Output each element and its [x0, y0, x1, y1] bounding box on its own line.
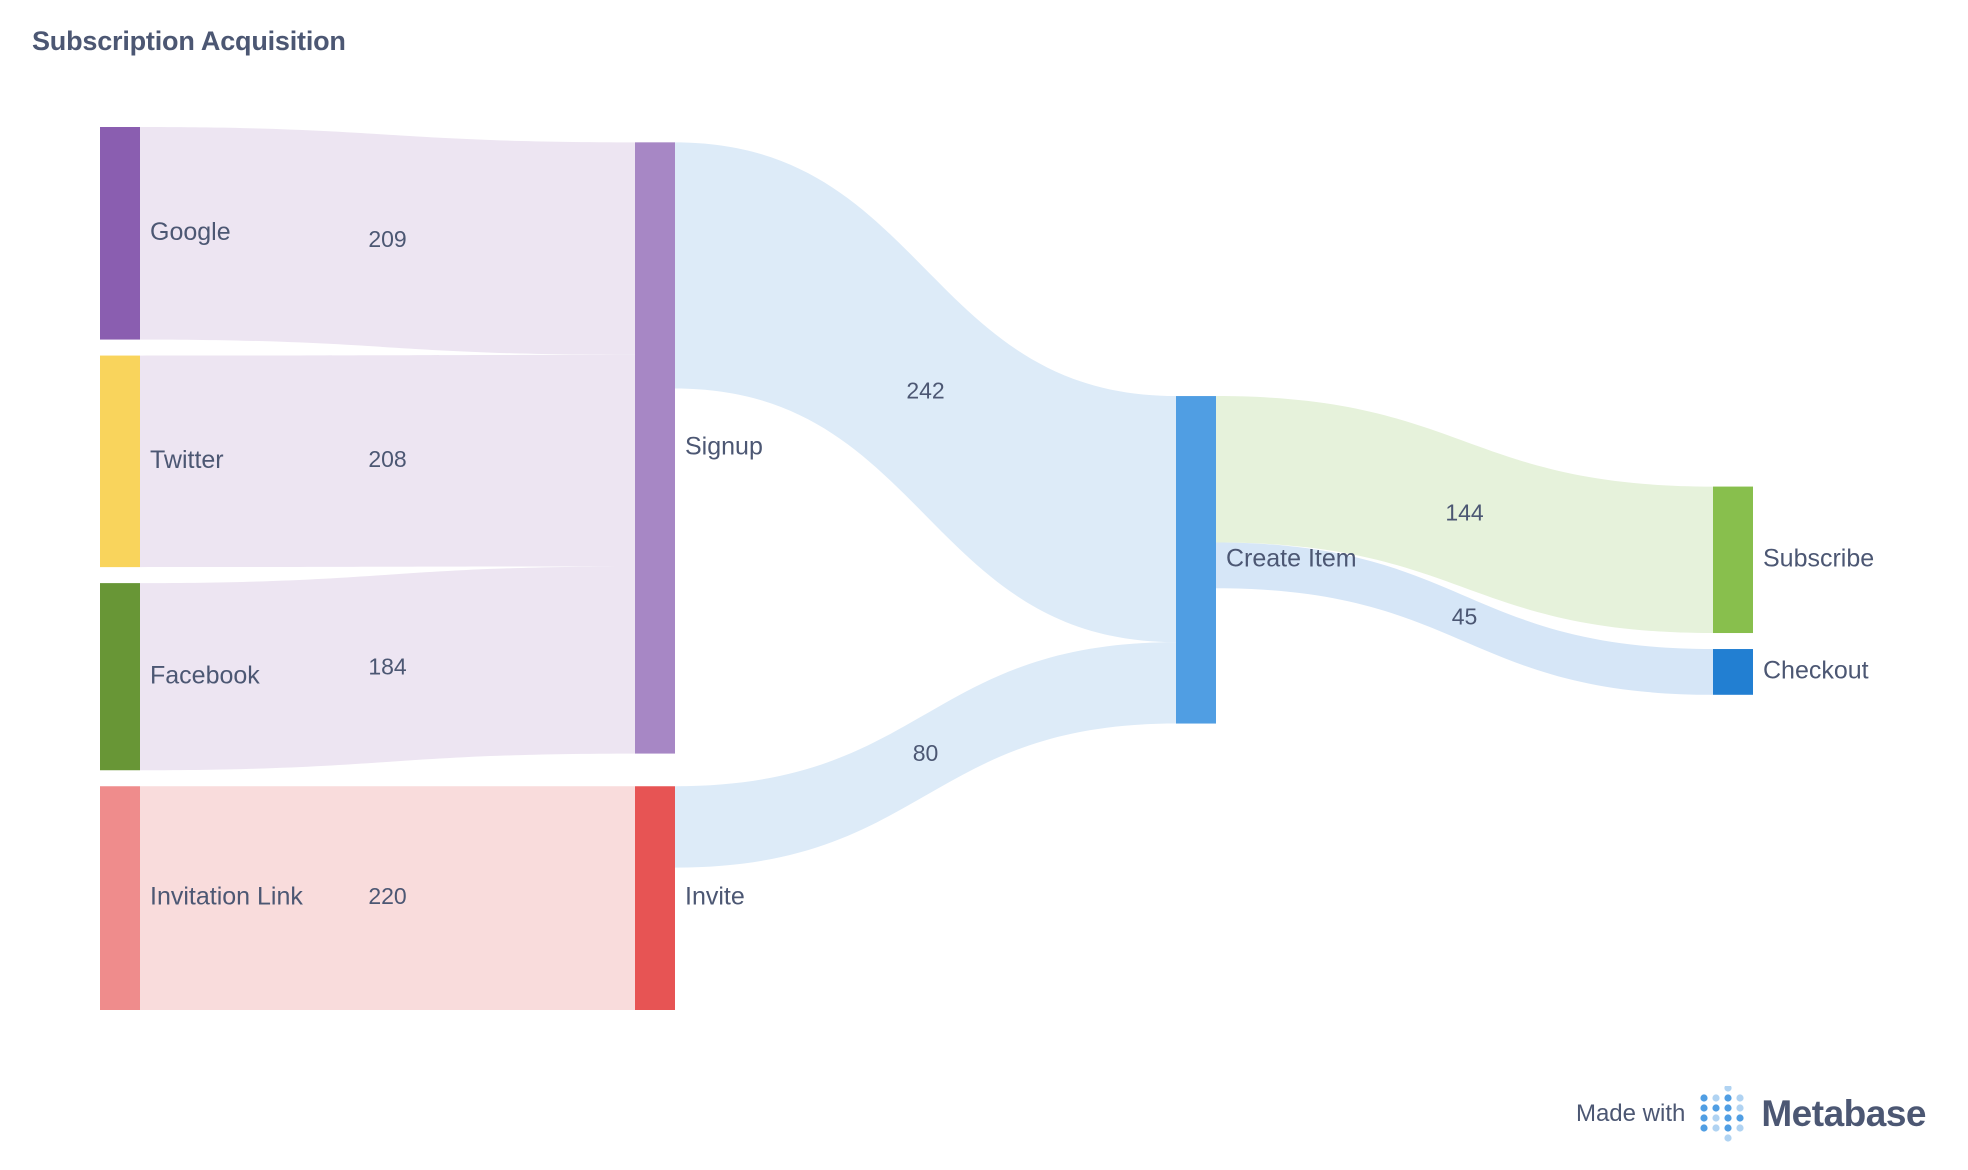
- node-label-checkout: Checkout: [1763, 657, 1869, 685]
- link-value-twitter-to-signup: 208: [368, 446, 406, 472]
- link-create-to-checkout[interactable]: [1216, 542, 1713, 695]
- node-google[interactable]: [100, 127, 140, 340]
- link-value-create-to-checkout: 45: [1452, 604, 1478, 630]
- link-value-invite-to-create: 80: [913, 740, 939, 766]
- link-create-to-subscribe[interactable]: [1216, 396, 1713, 634]
- sankey-link-labels: 209 208 184 220 242 80 144 45: [368, 226, 1484, 909]
- node-invite[interactable]: [635, 786, 675, 1010]
- node-label-invite: Invite: [685, 883, 745, 911]
- link-twitter-to-signup[interactable]: [140, 354, 635, 568]
- node-checkout[interactable]: [1713, 649, 1753, 695]
- node-create[interactable]: [1176, 396, 1216, 724]
- sankey-links: [140, 127, 1713, 1010]
- node-label-create: Create Item: [1226, 544, 1357, 572]
- metabase-wordmark: Metabase: [1761, 1093, 1926, 1134]
- link-value-invitation-to-invite: 220: [368, 883, 406, 909]
- node-label-signup: Signup: [685, 433, 763, 461]
- link-invitation-to-invite[interactable]: [140, 786, 635, 1010]
- sankey-nodes: Google Twitter Facebook Invitation Link Sign…: [100, 127, 1874, 1010]
- node-label-facebook: Facebook: [150, 661, 260, 689]
- node-label-google: Google: [150, 218, 231, 246]
- link-facebook-to-signup[interactable]: [140, 566, 635, 771]
- made-with-text: Made with: [1575, 1100, 1686, 1127]
- node-facebook[interactable]: [100, 583, 140, 771]
- link-google-to-signup[interactable]: [140, 127, 635, 355]
- link-value-google-to-signup: 209: [368, 226, 406, 252]
- link-invite-to-create[interactable]: [675, 642, 1176, 868]
- chart-title: Subscription Acquisition: [32, 26, 346, 56]
- link-signup-to-create[interactable]: [675, 142, 1176, 643]
- metabase-logo-icon: [1700, 1086, 1744, 1142]
- node-twitter[interactable]: [100, 355, 140, 568]
- node-label-invitation: Invitation Link: [150, 883, 303, 911]
- node-subscribe[interactable]: [1713, 486, 1753, 634]
- link-value-create-to-subscribe: 144: [1445, 500, 1484, 526]
- node-label-twitter: Twitter: [150, 446, 224, 474]
- link-value-signup-to-create: 242: [906, 377, 944, 403]
- node-signup[interactable]: [635, 142, 675, 754]
- made-with-metabase-footer[interactable]: Made with Metabase: [1576, 1086, 1926, 1142]
- link-value-facebook-to-signup: 184: [368, 653, 407, 679]
- node-label-subscribe: Subscribe: [1763, 544, 1874, 572]
- node-invitation[interactable]: [100, 786, 140, 1010]
